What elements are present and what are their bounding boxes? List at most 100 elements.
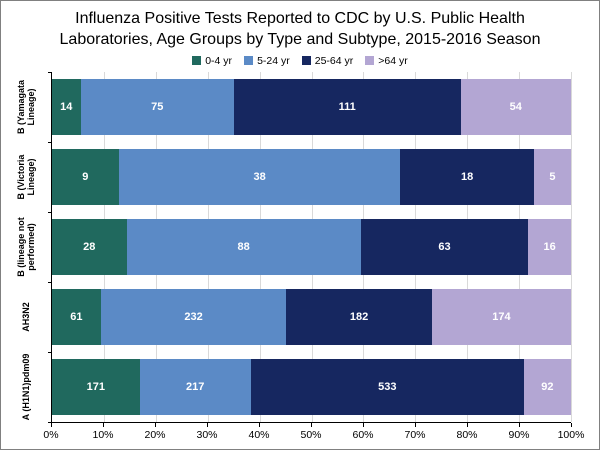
data-label: 54: [509, 101, 522, 113]
x-axis-tick-mark: [103, 423, 104, 427]
data-label: 63: [438, 241, 451, 253]
x-axis-tick-mark: [207, 423, 208, 427]
x-axis-tick-label: 40%: [248, 429, 270, 441]
plot-wrap: 14 75 111 54 9 38 18 5 28 88 63 16 61 232 182 174 171 217…: [43, 72, 584, 443]
bar-segment: 54: [460, 79, 571, 135]
x-axis-tick-mark: [259, 423, 260, 427]
legend-swatch: [365, 56, 375, 65]
x-axis-tick-label: 0%: [43, 429, 59, 441]
y-axis-label: B (lineage not performed): [1, 212, 51, 282]
bar-segment: 174: [431, 289, 571, 345]
legend: 0-4 yr 5-24 yr 25-64 yr >64 yr: [1, 53, 599, 68]
data-label: 88: [237, 241, 250, 253]
y-axis-label: B (Yamagata Lineage): [1, 72, 51, 142]
data-label: 533: [378, 381, 397, 393]
data-label: 92: [541, 381, 554, 393]
stacked-bar-chart: B (Yamagata Lineage) B (Victoria Lineage)…: [1, 72, 599, 443]
data-label: 5: [549, 171, 556, 183]
chart-title: Influenza Positive Tests Reported to CDC…: [1, 1, 599, 50]
y-axis-tick: [48, 72, 52, 73]
data-label: 18: [461, 171, 474, 183]
bar-segment: 9: [52, 149, 119, 205]
legend-item: >64 yr: [365, 54, 408, 67]
x-axis-tick-label: 90%: [508, 429, 530, 441]
y-axis-tick: [48, 422, 52, 423]
bar-segment: 16: [528, 219, 571, 275]
data-label: 174: [492, 311, 511, 323]
y-axis-label-text: B (lineage not performed): [16, 217, 36, 277]
bar-segment: 171: [52, 359, 140, 415]
bar-segment: 182: [286, 289, 432, 345]
legend-item: 0-4 yr: [192, 55, 232, 67]
x-axis-tick-label: 50%: [300, 429, 322, 441]
data-label: 217: [186, 381, 205, 393]
x-axis-tick-mark: [519, 423, 520, 427]
y-axis-label-text: B (Victoria Lineage): [16, 154, 36, 200]
bar-row: 9 38 18 5: [52, 142, 571, 212]
y-axis-tick: [48, 352, 52, 353]
y-axis-tick: [48, 142, 52, 143]
legend-label: 25-64 yr: [314, 54, 354, 67]
bar-segment: 232: [100, 289, 287, 345]
bar-segment: 88: [126, 219, 361, 275]
y-axis-label-text: A (H1N1)pdm09: [21, 353, 31, 421]
x-axis-tick-mark: [363, 423, 364, 427]
data-label: 61: [70, 311, 83, 323]
y-axis-label: B (Victoria Lineage): [1, 142, 51, 212]
y-axis-label-text: B (Yamagata Lineage): [16, 79, 36, 135]
bar-segment: 61: [52, 289, 101, 345]
bar-row: 28 88 63 16: [52, 212, 571, 282]
y-axis: B (Yamagata Lineage) B (Victoria Lineage)…: [1, 72, 51, 443]
legend-swatch: [244, 56, 254, 65]
x-axis-tick-label: 100%: [557, 429, 585, 441]
bar-row: 171 217 533 92: [52, 352, 571, 422]
chart-title-line1: Influenza Positive Tests Reported to CDC…: [75, 10, 525, 27]
y-axis-label: AH3N2: [1, 282, 51, 352]
bar-segment: 111: [233, 79, 461, 135]
bar-segment: 75: [80, 79, 234, 135]
bar-row: 61 232 182 174: [52, 282, 571, 352]
data-label: 16: [543, 241, 556, 253]
data-label: 75: [151, 101, 164, 113]
x-axis-tick-label: 60%: [352, 429, 374, 441]
plot-area: 14 75 111 54 9 38 18 5 28 88 63 16 61 232 182 174 171 217…: [48, 72, 572, 423]
x-axis-tick-mark: [51, 423, 52, 427]
data-label: 28: [83, 241, 96, 253]
x-axis-tick-mark: [467, 423, 468, 427]
data-label: 9: [82, 171, 89, 183]
x-axis-tick-label: 10%: [92, 429, 114, 441]
x-axis-tick-mark: [155, 423, 156, 427]
x-axis-tick-label: 80%: [456, 429, 478, 441]
bar-segment: 14: [52, 79, 81, 135]
legend-swatch: [192, 56, 202, 65]
bar-segment: 38: [118, 149, 401, 205]
data-label: 14: [60, 101, 73, 113]
legend-item: 5-24 yr: [244, 55, 290, 67]
legend-item: 25-64 yr: [301, 54, 354, 67]
y-axis-label: A (H1N1)pdm09: [1, 352, 51, 422]
bar-segment: 5: [533, 149, 571, 205]
legend-label: 0-4 yr: [205, 54, 233, 67]
bar-segment: 217: [139, 359, 251, 415]
legend-label: 5-24 yr: [257, 54, 290, 67]
bar-row: 14 75 111 54: [52, 72, 571, 142]
x-axis-tick-label: 70%: [404, 429, 426, 441]
bar-segment: 63: [360, 219, 529, 275]
data-label: 38: [253, 171, 266, 183]
data-label: 171: [86, 381, 105, 393]
x-axis-tick-mark: [415, 423, 416, 427]
y-axis-tick: [48, 212, 52, 213]
bar-segment: 533: [250, 359, 524, 415]
bar-segment: 92: [523, 359, 571, 415]
x-axis-tick-label: 20%: [144, 429, 166, 441]
gridline: [571, 72, 572, 422]
x-axis-tick-mark: [311, 423, 312, 427]
data-label: 232: [184, 311, 203, 323]
bar-segment: 18: [400, 149, 534, 205]
x-axis-tick-label: 30%: [196, 429, 218, 441]
y-axis-tick: [48, 282, 52, 283]
legend-label: >64 yr: [378, 54, 408, 67]
chart-title-line2: Laboratories, Age Groups by Type and Sub…: [59, 31, 541, 48]
legend-swatch: [301, 56, 311, 65]
